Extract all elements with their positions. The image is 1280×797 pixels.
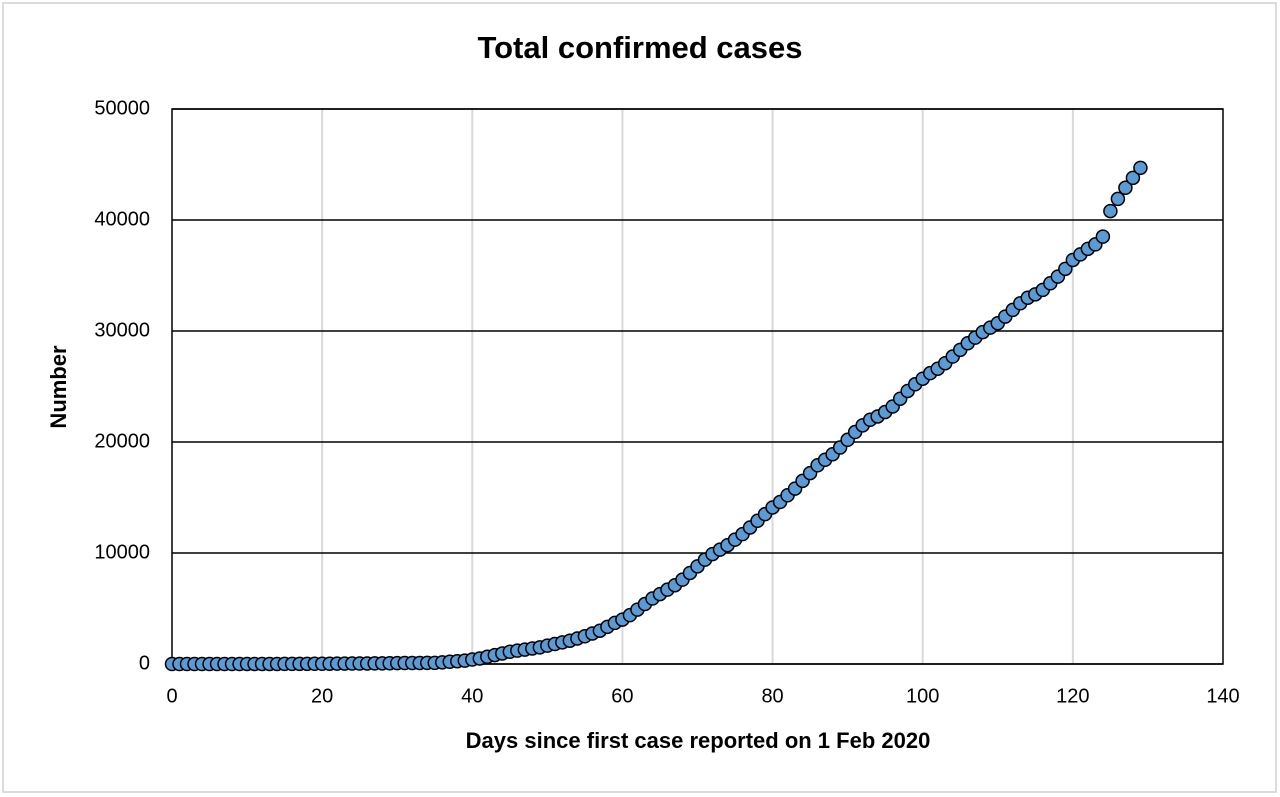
x-tick-label: 80 <box>761 685 783 707</box>
y-tick-label: 0 <box>139 652 150 674</box>
x-tick-label: 120 <box>1056 685 1089 707</box>
point <box>1125 170 1141 186</box>
x-tick-label: 0 <box>166 685 177 707</box>
y-tick-label: 50000 <box>94 97 150 119</box>
chart-title: Total confirmed cases <box>477 30 802 65</box>
point <box>1118 180 1133 196</box>
y-tick-label: 40000 <box>94 208 150 230</box>
point <box>1133 160 1148 176</box>
y-axis-label: Number <box>46 345 71 429</box>
x-tick-label: 20 <box>311 685 333 707</box>
y-tick-label: 20000 <box>94 430 150 452</box>
x-tick-label: 140 <box>1206 685 1239 707</box>
point <box>1103 203 1118 219</box>
y-tick-label: 10000 <box>94 541 150 563</box>
point <box>1110 191 1126 207</box>
x-axis-label: Days since first case reported on 1 Feb … <box>466 728 931 753</box>
y-tick-label: 30000 <box>94 319 150 341</box>
point <box>1095 229 1111 244</box>
x-tick-label: 60 <box>611 685 633 707</box>
x-tick-label: 40 <box>461 685 483 707</box>
x-tick-label: 100 <box>906 685 939 707</box>
plot-area <box>171 108 1224 665</box>
